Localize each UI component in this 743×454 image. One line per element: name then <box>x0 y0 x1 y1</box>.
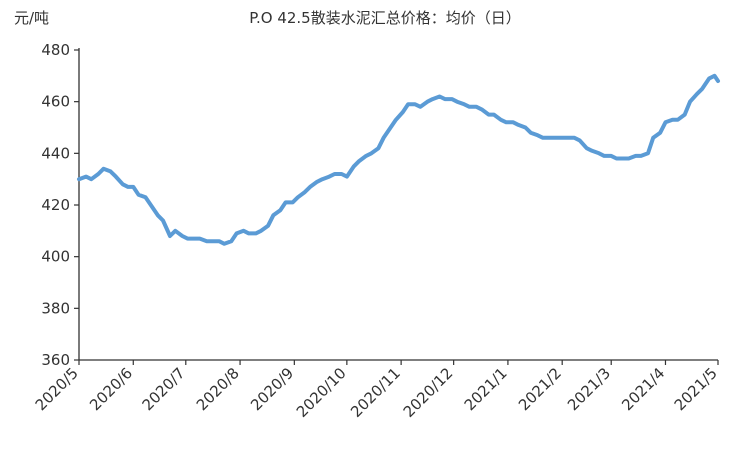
y-tick-label: 480 <box>41 41 70 59</box>
x-axis-ticks: 2020/5 2020/6 2020/7 2020/8 2020/92020/10202… <box>32 360 721 421</box>
y-tick-label: 380 <box>41 299 70 317</box>
y-axis-unit-label: 元/吨 <box>14 9 49 27</box>
x-tick-label: 2020/10 <box>293 364 350 421</box>
y-tick-label: 400 <box>41 248 70 266</box>
y-tick-label: 360 <box>41 351 70 369</box>
y-tick-label: 440 <box>41 144 70 162</box>
y-axis-ticks: 360 380 400 420 440 460 480 <box>41 41 79 369</box>
y-tick-label: 460 <box>41 93 70 111</box>
x-tick-label: 2020/8 <box>193 364 243 414</box>
x-tick-label: 2021/5 <box>671 364 721 414</box>
x-tick-label: 2021/2 <box>515 364 565 414</box>
x-tick-label: 2021/4 <box>618 364 668 414</box>
x-tick-label: 2020/7 <box>139 364 189 414</box>
chart-title: P.O 42.5散装水泥汇总价格：均价（日） <box>249 9 520 27</box>
x-tick-label: 2020/5 <box>32 364 82 414</box>
series-line <box>77 73 720 246</box>
x-tick-label: 2021/3 <box>564 364 614 414</box>
x-tick-label: 2020/9 <box>247 364 297 414</box>
series-layer <box>77 73 720 246</box>
x-tick-label: 2020/6 <box>86 364 136 414</box>
axes <box>78 48 718 361</box>
y-tick-label: 420 <box>41 196 70 214</box>
x-tick-label: 2021/1 <box>461 364 511 414</box>
x-tick-label: 2020/11 <box>347 364 404 421</box>
x-tick-label: 2020/12 <box>400 364 457 421</box>
